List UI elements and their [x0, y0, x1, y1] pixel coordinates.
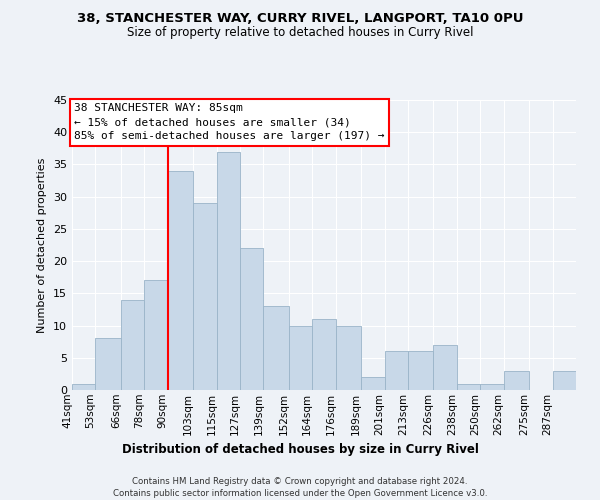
Bar — [144, 280, 168, 390]
Bar — [193, 203, 217, 390]
Text: Contains public sector information licensed under the Open Government Licence v3: Contains public sector information licen… — [113, 489, 487, 498]
Bar — [553, 370, 576, 390]
Bar — [240, 248, 263, 390]
Bar — [263, 306, 289, 390]
Bar — [480, 384, 504, 390]
Bar — [336, 326, 361, 390]
Bar — [312, 319, 336, 390]
Bar — [361, 377, 385, 390]
Bar — [217, 152, 240, 390]
Text: 38 STANCHESTER WAY: 85sqm
← 15% of detached houses are smaller (34)
85% of semi-: 38 STANCHESTER WAY: 85sqm ← 15% of detac… — [74, 103, 385, 141]
Text: 38, STANCHESTER WAY, CURRY RIVEL, LANGPORT, TA10 0PU: 38, STANCHESTER WAY, CURRY RIVEL, LANGPO… — [77, 12, 523, 26]
Bar — [385, 352, 408, 390]
Bar — [289, 326, 312, 390]
Text: Distribution of detached houses by size in Curry Rivel: Distribution of detached houses by size … — [122, 442, 478, 456]
Bar — [95, 338, 121, 390]
Bar — [408, 352, 433, 390]
Y-axis label: Number of detached properties: Number of detached properties — [37, 158, 47, 332]
Bar — [457, 384, 480, 390]
Text: Contains HM Land Registry data © Crown copyright and database right 2024.: Contains HM Land Registry data © Crown c… — [132, 478, 468, 486]
Bar — [72, 384, 95, 390]
Bar — [168, 171, 193, 390]
Bar — [433, 345, 457, 390]
Text: Size of property relative to detached houses in Curry Rivel: Size of property relative to detached ho… — [127, 26, 473, 39]
Bar — [504, 370, 529, 390]
Bar — [121, 300, 144, 390]
